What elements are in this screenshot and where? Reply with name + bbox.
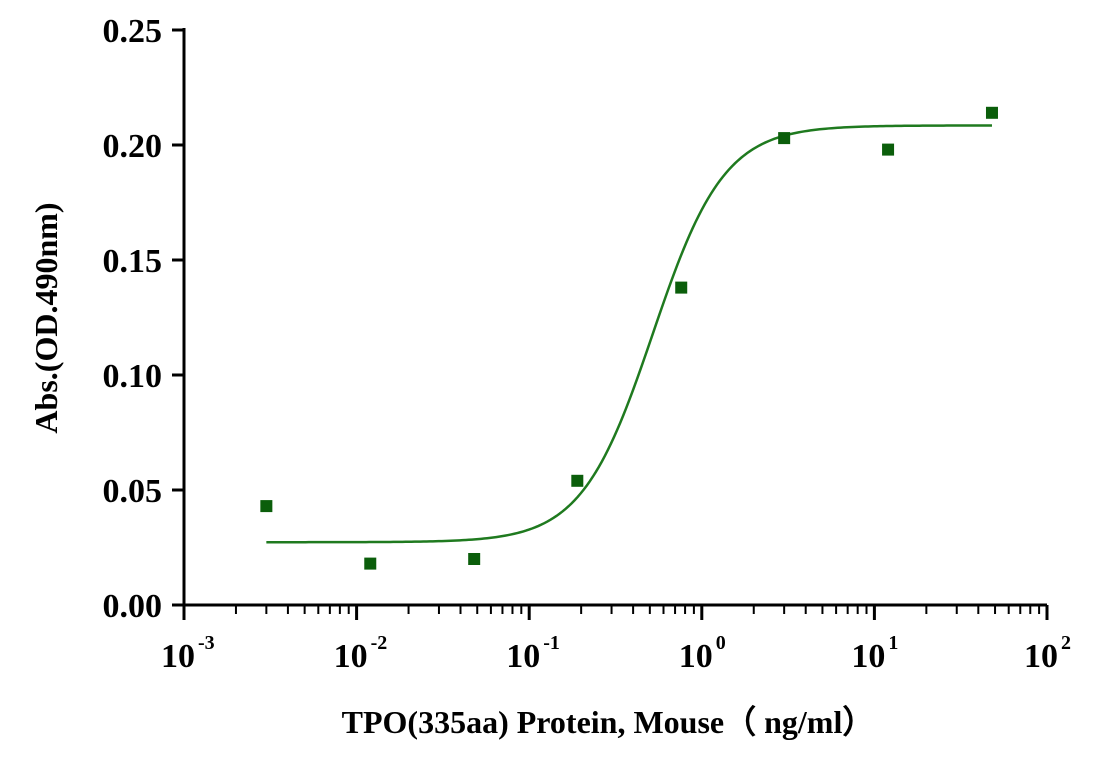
data-point [985,106,998,119]
y-tick-label: 0.20 [103,128,163,165]
data-point [468,553,481,565]
x-tick-label: 10 [679,638,713,675]
y-tick-label: 0.05 [103,473,163,510]
x-tick-label: 10 [506,638,540,675]
x-tick-exponent: 0 [716,632,726,654]
data-point [675,281,688,294]
data-point [260,500,273,513]
x-axis-title: TPO(335aa) Protein, Mouse（ ng/ml） [342,704,875,740]
fit-curve-group [266,124,992,544]
data-point [778,132,791,145]
x-tick-exponent: 2 [1061,632,1071,654]
data-point [882,143,895,156]
x-tick-exponent: -2 [371,632,388,654]
y-tick-label: 0.00 [103,588,163,625]
axes [182,28,1047,607]
x-tick-label: 10 [851,638,885,675]
x-tick-exponent: -3 [198,632,215,654]
x-tick-label: 10 [334,638,368,675]
data-point [364,557,377,570]
x-tick-label: 10 [1024,638,1058,675]
y-axis-title: Abs.(OD.490nm) [28,202,64,433]
y-tick-label: 0.25 [103,13,163,50]
fit-curve [266,124,992,544]
data-points [260,106,998,570]
x-tick-exponent: 1 [888,632,898,654]
data-point [571,474,584,487]
x-tick-label: 10 [161,638,195,675]
x-tick-exponent: -1 [543,632,560,654]
y-tick-label: 0.10 [103,358,163,395]
y-tick-label: 0.15 [103,243,163,280]
